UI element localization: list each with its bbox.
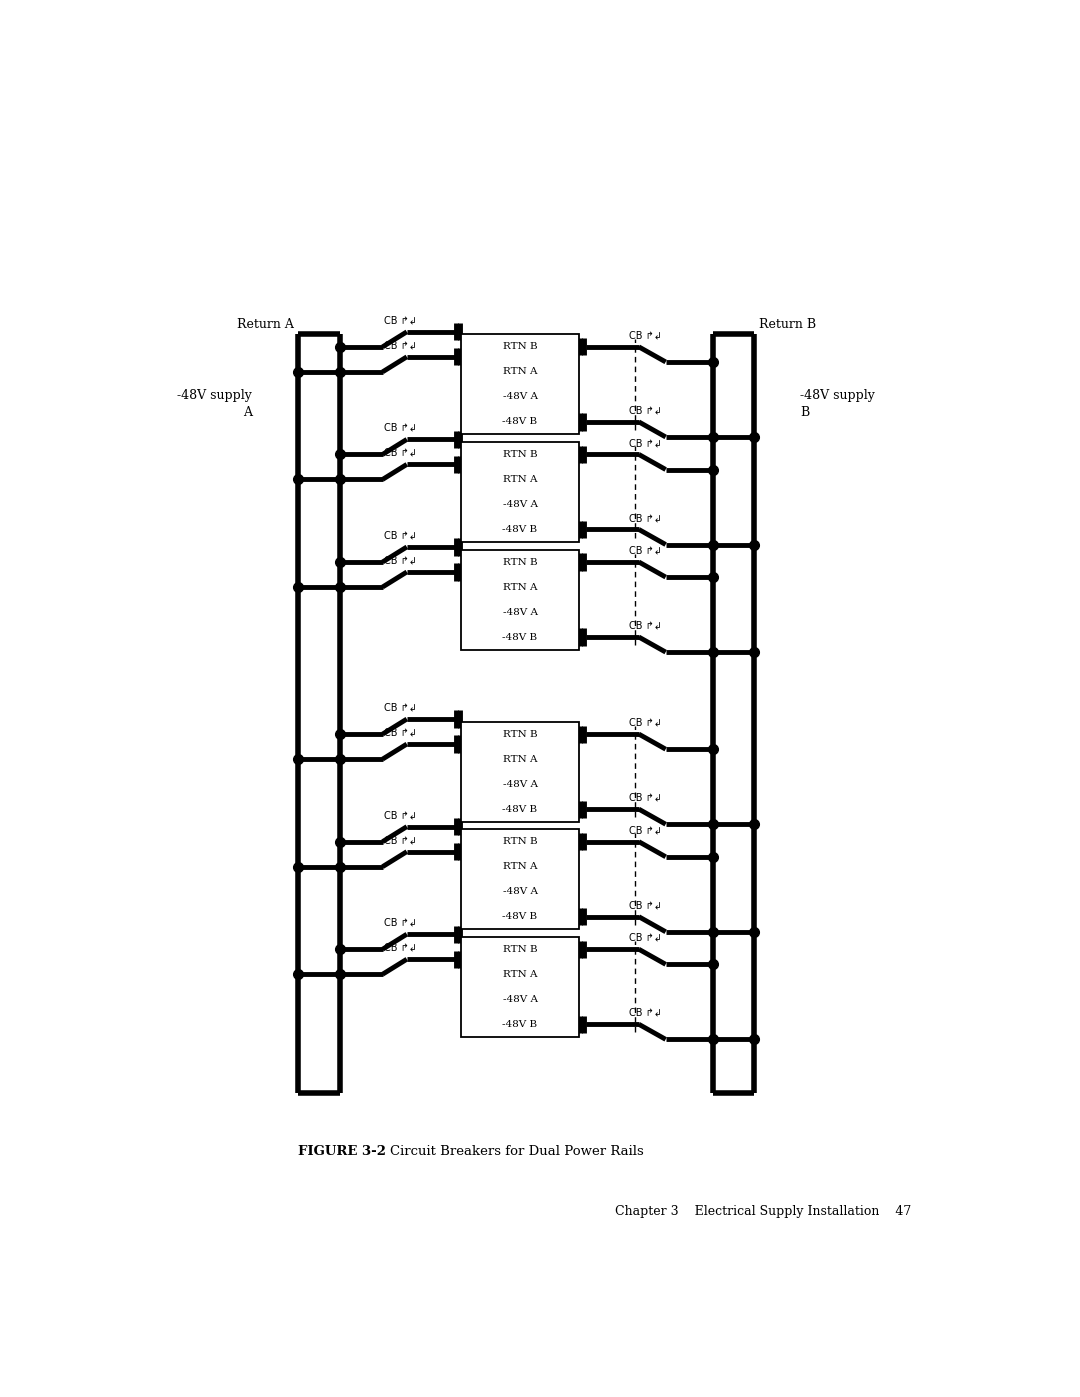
Text: RTN A: RTN A: [503, 583, 537, 591]
Text: CB ↱↲: CB ↱↲: [630, 546, 662, 556]
Text: CB ↱↲: CB ↱↲: [630, 513, 662, 522]
Text: CB ↱↲: CB ↱↲: [630, 620, 662, 630]
Text: CB ↱↲: CB ↱↲: [384, 943, 417, 953]
Text: CB ↱↲: CB ↱↲: [630, 439, 662, 448]
Text: -48V A: -48V A: [502, 393, 538, 401]
Text: -48V B: -48V B: [502, 1020, 538, 1028]
Text: -48V A: -48V A: [502, 608, 538, 616]
Bar: [461, 722, 579, 821]
Bar: [461, 937, 579, 1037]
Text: RTN B: RTN B: [502, 944, 538, 954]
Text: CB ↱↲: CB ↱↲: [630, 1007, 662, 1018]
Bar: [461, 334, 579, 434]
Text: -48V A: -48V A: [502, 500, 538, 509]
Text: CB ↱↲: CB ↱↲: [384, 341, 417, 351]
Bar: [461, 441, 579, 542]
Text: RTN A: RTN A: [503, 475, 537, 483]
Text: RTN B: RTN B: [502, 450, 538, 460]
Text: Circuit Breakers for Dual Power Rails: Circuit Breakers for Dual Power Rails: [390, 1146, 644, 1158]
Text: CB ↱↲: CB ↱↲: [384, 835, 417, 845]
Text: -48V supply
A: -48V supply A: [177, 390, 253, 419]
Text: Return A: Return A: [238, 319, 294, 331]
Text: -48V B: -48V B: [502, 805, 538, 813]
Text: CB ↱↲: CB ↱↲: [630, 718, 662, 728]
Text: CB ↱↲: CB ↱↲: [384, 531, 417, 541]
Text: -48V A: -48V A: [502, 995, 538, 1004]
Text: CB ↱↲: CB ↱↲: [630, 826, 662, 835]
Text: RTN B: RTN B: [502, 729, 538, 739]
Text: RTN A: RTN A: [503, 754, 537, 764]
Text: CB ↱↲: CB ↱↲: [384, 918, 417, 928]
Text: CB ↱↲: CB ↱↲: [630, 900, 662, 911]
Text: -48V B: -48V B: [502, 912, 538, 921]
Text: -48V B: -48V B: [502, 525, 538, 534]
Text: RTN A: RTN A: [503, 970, 537, 979]
Text: -48V supply
B: -48V supply B: [800, 390, 875, 419]
Text: RTN A: RTN A: [503, 367, 537, 376]
Text: CB ↱↲: CB ↱↲: [630, 792, 662, 803]
Text: CB ↱↲: CB ↱↲: [384, 703, 417, 712]
Text: -48V A: -48V A: [502, 887, 538, 897]
Text: RTN B: RTN B: [502, 557, 538, 567]
Text: CB ↱↲: CB ↱↲: [630, 331, 662, 341]
Text: CB ↱↲: CB ↱↲: [630, 933, 662, 943]
Text: -48V B: -48V B: [502, 633, 538, 641]
Text: CB ↱↲: CB ↱↲: [384, 316, 417, 326]
Bar: [461, 830, 579, 929]
Text: -48V A: -48V A: [502, 780, 538, 789]
Text: RTN B: RTN B: [502, 342, 538, 352]
Bar: [461, 549, 579, 650]
Text: RTN B: RTN B: [502, 837, 538, 847]
Text: Chapter 3    Electrical Supply Installation    47: Chapter 3 Electrical Supply Installation…: [615, 1204, 910, 1218]
Text: -48V B: -48V B: [502, 418, 538, 426]
Text: Return B: Return B: [758, 319, 815, 331]
Text: CB ↱↲: CB ↱↲: [384, 556, 417, 566]
Text: FIGURE 3-2: FIGURE 3-2: [298, 1146, 387, 1158]
Text: CB ↱↲: CB ↱↲: [630, 405, 662, 415]
Text: CB ↱↲: CB ↱↲: [384, 810, 417, 820]
Text: CB ↱↲: CB ↱↲: [384, 448, 417, 458]
Text: CB ↱↲: CB ↱↲: [384, 728, 417, 738]
Text: CB ↱↲: CB ↱↲: [384, 423, 417, 433]
Text: RTN A: RTN A: [503, 862, 537, 872]
